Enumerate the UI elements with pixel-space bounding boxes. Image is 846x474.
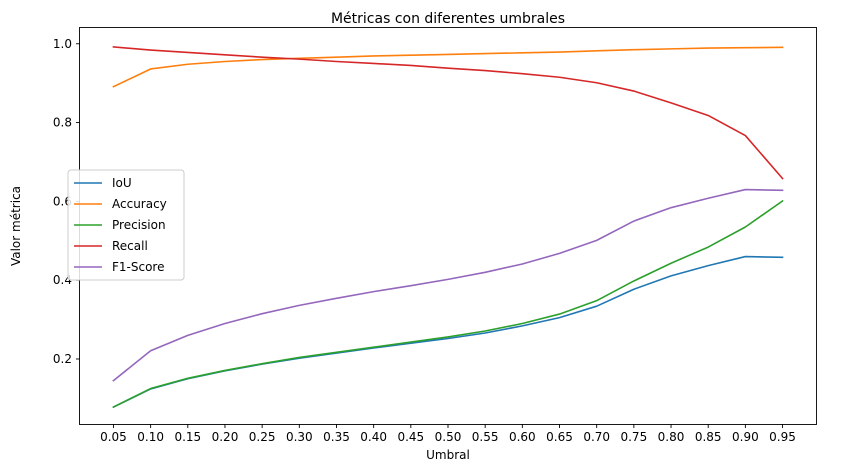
legend-label-recall: Recall	[112, 239, 148, 253]
x-tick-label: 0.10	[137, 430, 164, 444]
x-tick-label: 0.40	[360, 430, 387, 444]
y-tick-label: 0.4	[53, 273, 72, 287]
y-axis-label: Valor métrica	[9, 186, 23, 266]
x-tick-label: 0.50	[435, 430, 462, 444]
x-tick-label: 0.15	[174, 430, 201, 444]
legend-box	[67, 169, 185, 281]
plot-frame	[79, 27, 817, 425]
series-line-precision	[112, 199, 784, 409]
x-tick-label: 0.75	[620, 430, 647, 444]
legend-items: IoU Accuracy Precision Recall F1-Score	[74, 176, 167, 274]
series-line-recall	[112, 46, 784, 180]
x-tick-label: 0.65	[546, 430, 573, 444]
x-tick-label: 0.45	[397, 430, 424, 444]
y-tick-label: 0.8	[53, 116, 72, 130]
y-tick-label: 0.6	[53, 194, 72, 208]
x-tick-label: 0.90	[732, 430, 759, 444]
series-line-f1-score	[112, 188, 784, 382]
x-tick-label: 0.80	[658, 430, 685, 444]
legend-label-accuracy: Accuracy	[112, 197, 167, 211]
x-tick-label: 0.20	[212, 430, 239, 444]
legend-label-precision: Precision	[112, 218, 166, 232]
y-tick-label: 1.0	[53, 37, 72, 51]
y-tick-label: 0.2	[53, 352, 72, 366]
x-tick-label: 0.55	[472, 430, 499, 444]
series-layer	[112, 46, 784, 409]
x-tick-label: 0.70	[583, 430, 610, 444]
x-tick-label: 0.95	[769, 430, 796, 444]
x-tick-label: 0.35	[323, 430, 350, 444]
chart-title: Métricas con diferentes umbrales	[331, 11, 565, 27]
x-tick-label: 0.30	[286, 430, 313, 444]
x-tick-label: 0.85	[695, 430, 722, 444]
legend-label-iou: IoU	[112, 176, 132, 190]
x-axis-label: Umbral	[426, 448, 470, 462]
legend-label-f1-score: F1-Score	[112, 260, 164, 274]
x-axis-ticks: 0.05 0.10 0.15 0.20 0.25 0.30 0.35 0.40 0.45 0.50…	[100, 424, 796, 444]
x-tick-label: 0.05	[100, 430, 127, 444]
x-tick-label: 0.25	[249, 430, 276, 444]
x-tick-label: 0.60	[509, 430, 536, 444]
legend: IoU Accuracy Precision Recall F1-Score	[67, 169, 185, 281]
series-line-accuracy	[112, 46, 784, 88]
